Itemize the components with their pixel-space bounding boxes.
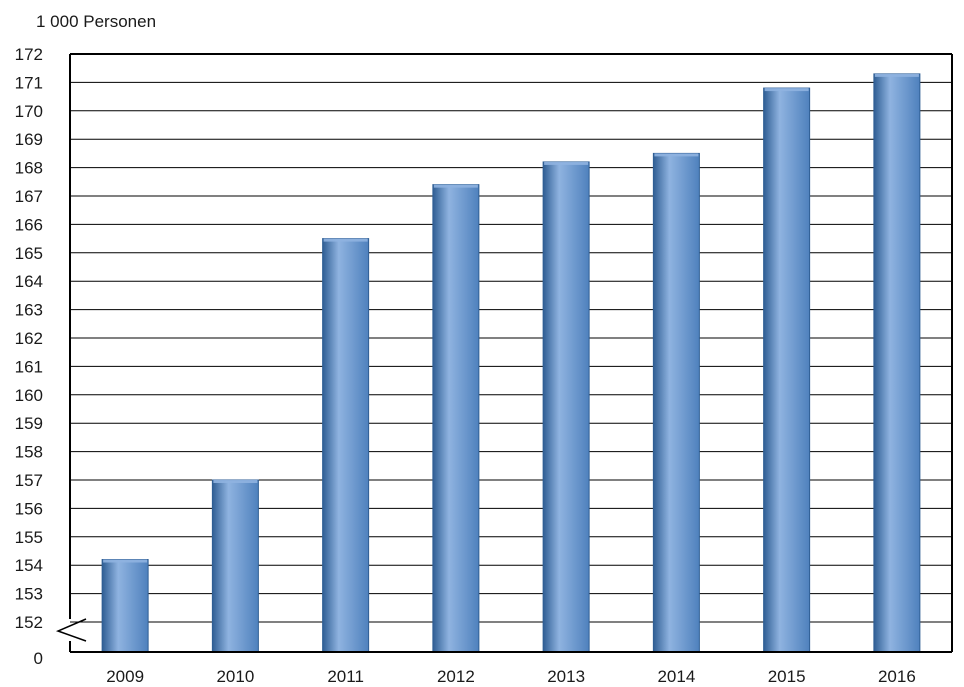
y-tick-label: 167: [15, 187, 43, 206]
x-tick-label: 2011: [327, 667, 364, 686]
bar: [763, 87, 811, 653]
y-tick-label: 156: [15, 499, 43, 518]
bar: [432, 184, 480, 653]
bar: [211, 479, 259, 653]
x-tick-label: 2015: [768, 667, 806, 686]
unit-label: 1 000 Personen: [36, 12, 156, 31]
y-tick-labels: 172 171 170 169 168 167 166 165 164 163 162 161 160 1…: [15, 45, 43, 668]
bar: [542, 161, 590, 653]
y-tick-label: 154: [15, 556, 43, 575]
y-tick-label: 153: [15, 585, 43, 604]
y-tick-label: 159: [15, 414, 43, 433]
bar: [322, 238, 370, 653]
x-tick-label: 2009: [106, 667, 144, 686]
y-tick-label: 165: [15, 244, 43, 263]
y-tick-label: 161: [15, 357, 43, 376]
y-tick-label: 157: [15, 471, 43, 490]
y-tick-label: 155: [15, 528, 43, 547]
y-tick-label: 170: [15, 102, 43, 121]
y-tick-label: 169: [15, 130, 43, 149]
bar-top-highlight: [544, 161, 589, 165]
y-tick-label: 171: [15, 73, 43, 92]
y-tick-label: 168: [15, 159, 43, 178]
bar-top-highlight: [213, 480, 258, 483]
grid-lines: [70, 53, 952, 623]
axes: [55, 53, 953, 653]
bar-top-highlight: [764, 88, 809, 92]
y-tick-label: 162: [15, 329, 43, 348]
x-tick-label: 2014: [657, 667, 695, 686]
x-tick-label: 2016: [878, 667, 916, 686]
bar-top-highlight: [654, 153, 699, 157]
y-tick-label: 164: [15, 272, 43, 291]
y-tick-label: 0: [34, 649, 43, 668]
y-tick-label: 163: [15, 301, 43, 320]
y-tick-label: 160: [15, 386, 43, 405]
bar-top-highlight: [323, 238, 368, 242]
x-tick-labels: 2009 2010 2011 2012 2013 2014 2015 2016: [106, 667, 916, 686]
axis-break-mark: [55, 618, 87, 642]
bar-top-highlight: [433, 184, 478, 188]
bar: [873, 73, 921, 653]
x-tick-label: 2010: [216, 667, 254, 686]
y-tick-label: 172: [15, 45, 43, 64]
bar: [652, 152, 700, 653]
y-tick-label: 166: [15, 215, 43, 234]
bar-top-highlight: [103, 559, 148, 563]
x-tick-label: 2012: [437, 667, 475, 686]
bars: [101, 73, 921, 653]
x-tick-label: 2013: [547, 667, 585, 686]
y-tick-label: 152: [15, 613, 43, 632]
bar-top-highlight: [874, 73, 919, 77]
y-tick-label: 158: [15, 443, 43, 462]
bar: [101, 559, 149, 653]
